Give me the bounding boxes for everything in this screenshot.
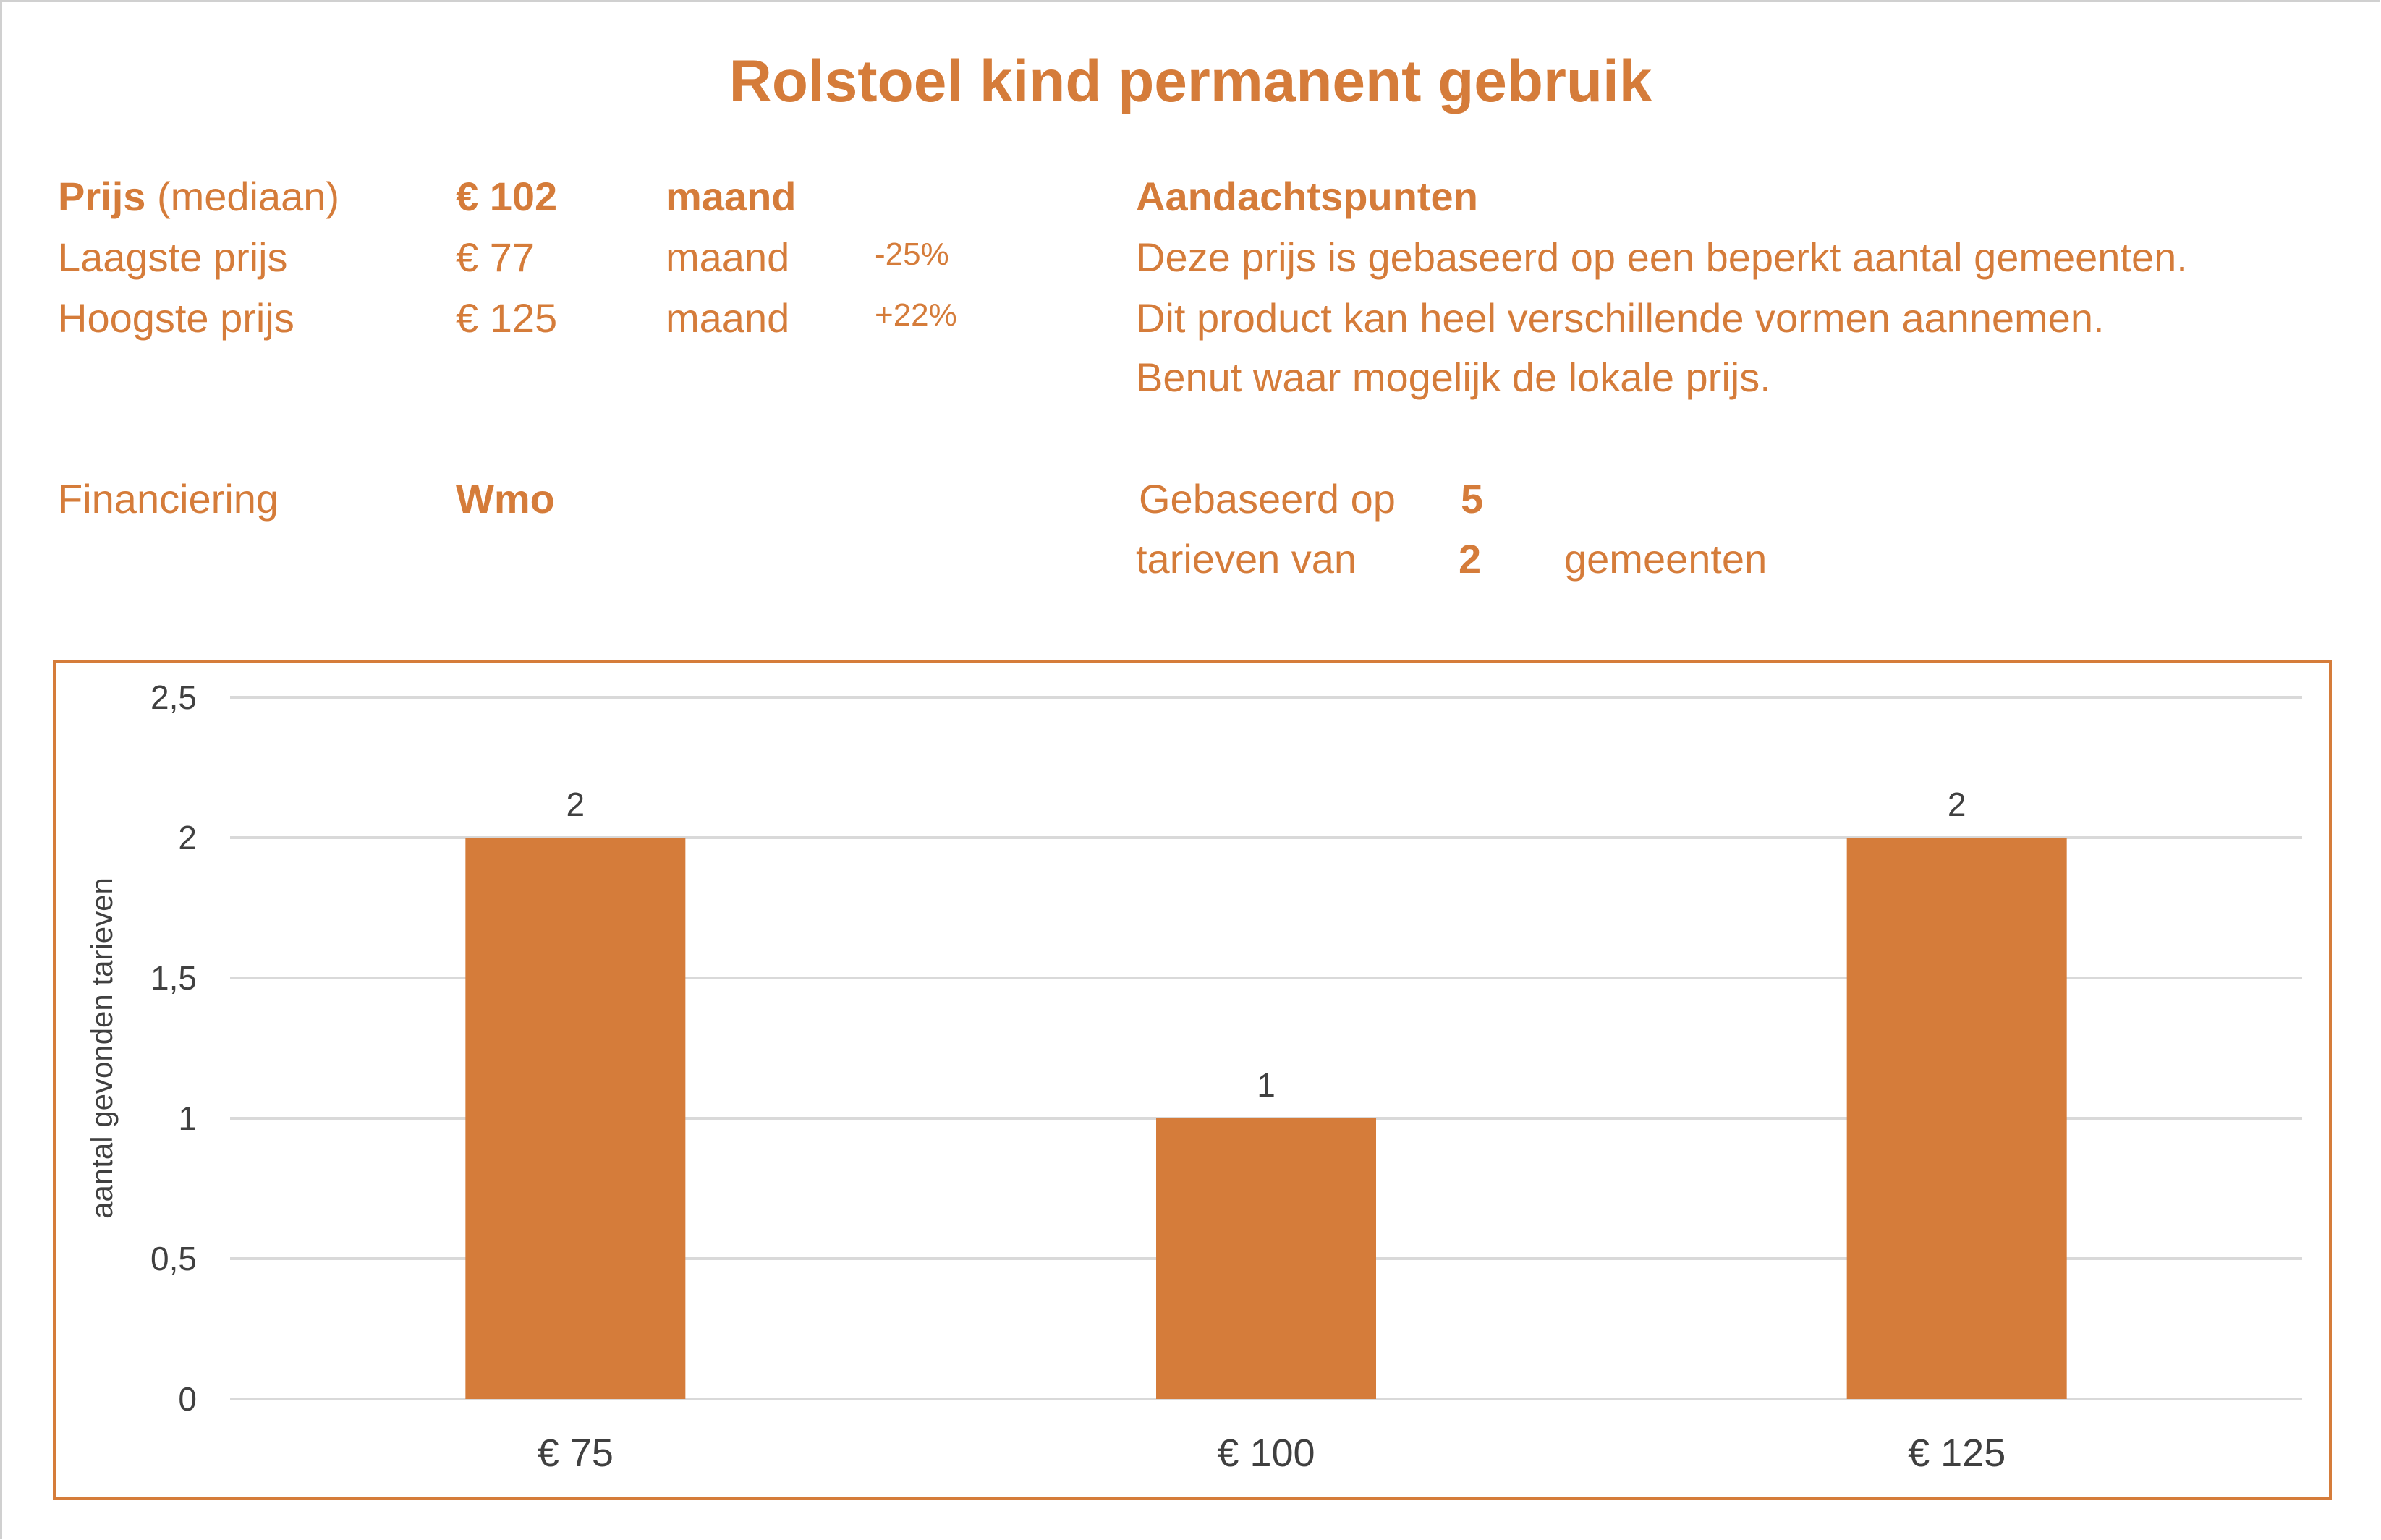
lowest-value: € 77 (456, 234, 535, 280)
median-label-bold: Prijs (58, 174, 146, 219)
basis-count-municipalities: 2 (1459, 536, 1482, 582)
notes-line: Benut waar mogelijk de lokale prijs. (1136, 354, 1771, 400)
basis-count-rates: 5 (1461, 476, 1484, 522)
financing-value: Wmo (456, 476, 555, 522)
x-tick-label: € 75 (538, 1431, 614, 1475)
financing-label: Financiering (58, 476, 279, 522)
highest-label: Hoogste prijs (58, 295, 294, 341)
notes-line: Dit product kan heel verschillende vorme… (1136, 295, 2105, 341)
highest-value: € 125 (456, 295, 558, 341)
lowest-unit: maand (666, 234, 790, 280)
highest-delta: +22% (875, 297, 957, 333)
notes-line: Deze prijs is gebaseerd op een beperkt a… (1136, 234, 2188, 280)
x-tick-label: € 125 (1908, 1431, 2006, 1475)
basis-label-1: Gebaseerd op (1139, 476, 1396, 522)
data-label: 2 (1948, 786, 1966, 823)
chart-container (53, 660, 2332, 1500)
median-label: Prijs (mediaan) (58, 176, 339, 217)
y-tick-label: 1,5 (150, 959, 197, 997)
y-tick-label: 1 (178, 1099, 197, 1137)
x-tick-label: € 100 (1217, 1431, 1315, 1475)
basis-label-3: gemeenten (1564, 536, 1767, 582)
bar (1156, 1118, 1376, 1399)
median-unit: maand (666, 174, 797, 219)
y-tick-label: 2,5 (150, 678, 197, 716)
bar (465, 838, 686, 1399)
data-label: 2 (566, 786, 585, 823)
median-value: € 102 (456, 174, 558, 219)
median-label-rest: (mediaan) (156, 174, 340, 219)
page-title: Rolstoel kind permanent gebruik (729, 48, 1652, 114)
data-label: 1 (1257, 1066, 1276, 1104)
y-tick-label: 0 (178, 1380, 197, 1418)
notes-heading: Aandachtspunten (1136, 174, 1478, 219)
basis-label-2: tarieven van (1136, 536, 1357, 582)
bar (1846, 838, 2067, 1399)
y-axis-label: aantal gevonden tarieven (85, 877, 119, 1219)
lowest-label: Laagste prijs (58, 234, 288, 280)
highest-unit: maand (666, 295, 790, 341)
y-tick-label: 0,5 (150, 1240, 197, 1277)
y-tick-label: 2 (178, 819, 197, 856)
lowest-delta: -25% (875, 237, 949, 272)
